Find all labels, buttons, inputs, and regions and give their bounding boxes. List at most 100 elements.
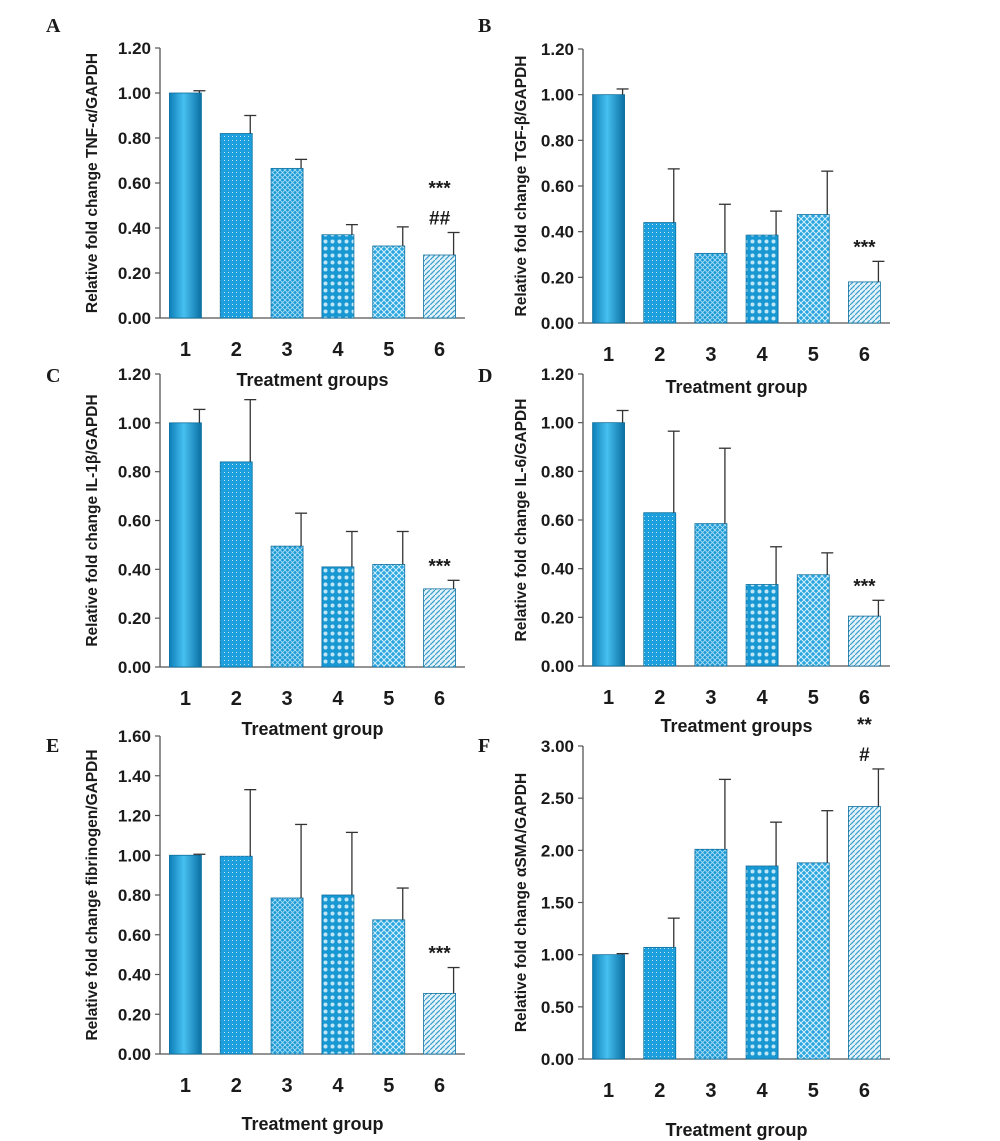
x-tick-label: 1 [180,1075,191,1097]
panel-d: D 0.00 0.20 0.40 0.60 0.80 1.00 1.20 1 2 3 4 5 6 *** Tr… [478,365,890,736]
bar-group-3 [694,252,728,324]
y-tick-label: 0.60 [118,174,151,193]
x-tick-label: 4 [757,687,769,709]
bar-group-3 [694,523,728,667]
x-tick-label: 2 [654,1080,665,1102]
significance-label: # [859,745,870,766]
x-tick-label: 6 [434,339,445,361]
y-tick-label: 0.00 [541,657,574,676]
bar-group-6 [848,615,881,667]
x-tick-label: 6 [859,1080,870,1102]
x-axis-label: Treatment group [241,1114,383,1134]
significance-label: ** [857,715,872,736]
bar-group-3 [694,848,728,1060]
x-tick-label: 3 [705,687,716,709]
y-tick-label: 0.20 [541,608,574,627]
y-tick-label: 1.20 [118,39,151,58]
bar-group-6 [848,806,881,1060]
y-tick-label: 0.80 [541,462,574,481]
y-axis-label: Relative fold change αSMA/GAPDH [513,773,530,1032]
y-tick-label: 0.50 [541,998,574,1017]
panel-c: C 0.00 0.20 0.40 0.60 0.80 1.00 1.20 1 2 3 4 5 6 *** Tr… [46,365,465,739]
panel-letter: D [478,365,492,387]
y-tick-label: 0.40 [118,560,151,579]
y-tick-label: 0.60 [118,512,151,531]
y-axis-label: Relative fold change IL-6/GAPDH [513,399,530,642]
panel-f: F 0.00 0.50 1.00 1.50 2.00 2.50 3.00 1 2 3 4 5 6 ** # Tr… [478,715,890,1140]
y-tick-label: 1.60 [118,727,151,746]
bar-group-2 [643,222,677,324]
x-axis-label: Treatment group [665,1120,807,1140]
x-tick-label: 2 [231,688,242,710]
bar-group-5 [796,574,830,667]
bar-group-2 [643,946,677,1060]
x-tick-label: 5 [383,1075,394,1097]
x-tick-label: 4 [332,339,344,361]
panels-layer: A0.000.200.400.600.801.001.201 2 3 4 5 6***##… [46,15,890,1140]
bar-group-5 [372,245,406,319]
y-tick-label: 1.40 [118,767,151,786]
y-tick-label: 0.00 [541,1050,574,1069]
panel-e: E 0.00 0.20 0.40 0.60 0.80 1.00 1.20 1.40 1.60 1 2 3… [46,727,465,1134]
y-tick-label: 1.20 [118,365,151,384]
x-tick-label: 4 [757,344,769,366]
x-tick-label: 5 [808,344,819,366]
x-tick-label: 4 [757,1080,769,1102]
y-tick-label: 0.00 [118,309,151,328]
x-tick-label: 6 [859,687,870,709]
bar-group-4 [321,234,355,319]
x-tick-label: 4 [332,688,344,710]
bar-group-5 [796,214,830,324]
x-tick-label: 1 [603,687,614,709]
x-tick-label: 5 [808,687,819,709]
bar-group-4 [745,584,779,667]
y-tick-label: 0.80 [118,129,151,148]
panel-letter: F [478,735,490,757]
panel-letter: C [46,365,60,387]
bar-group-1 [592,94,625,324]
x-tick-label: 3 [282,688,293,710]
x-tick-label: 2 [654,687,665,709]
x-tick-label: 2 [231,339,242,361]
bar-group-3 [270,545,304,668]
bar-group-2 [643,512,677,667]
bar-group-1 [169,92,202,319]
panel-b: B 0.00 0.20 0.40 0.60 0.80 1.00 1.20 1 2 3 4 5 6 *** Tr… [478,15,890,397]
bar-group-1 [169,422,202,668]
y-axis-label: Relative fold change TNF-α/GAPDH [84,53,101,313]
bar-group-5 [796,862,830,1060]
y-tick-label: 0.20 [541,268,574,287]
y-tick-label: 1.20 [118,807,151,826]
x-tick-label: 5 [383,688,394,710]
y-tick-label: 1.00 [118,414,151,433]
y-tick-label: 1.20 [541,365,574,384]
bar-group-3 [270,897,304,1055]
bar-group-4 [745,234,779,324]
significance-label: ## [429,209,451,230]
x-tick-label: 2 [654,344,665,366]
x-axis-label: Treatment group [241,719,383,739]
y-tick-label: 0.40 [118,966,151,985]
bar-group-3 [270,167,304,319]
bar-group-5 [372,564,406,668]
y-axis-label: Relative fold change fibrinogen/GAPDH [84,749,101,1040]
bar-group-6 [848,281,881,324]
bar-group-1 [592,954,625,1060]
significance-label: *** [853,237,876,258]
y-tick-label: 0.40 [118,219,151,238]
x-axis-label: Treatment groups [660,716,812,736]
x-tick-label: 1 [603,344,614,366]
y-tick-label: 0.00 [118,1045,151,1064]
bar-group-4 [321,894,355,1055]
y-tick-label: 1.50 [541,894,574,913]
y-tick-label: 1.00 [118,84,151,103]
y-tick-label: 2.00 [541,841,574,860]
panel-letter: E [46,735,59,757]
bar-group-5 [372,919,406,1055]
y-axis-label: Relative fold change IL-1β/GAPDH [84,394,101,646]
bar-group-6 [423,254,456,319]
significance-label: *** [428,179,451,200]
y-tick-label: 0.80 [541,131,574,150]
y-tick-label: 0.60 [118,926,151,945]
